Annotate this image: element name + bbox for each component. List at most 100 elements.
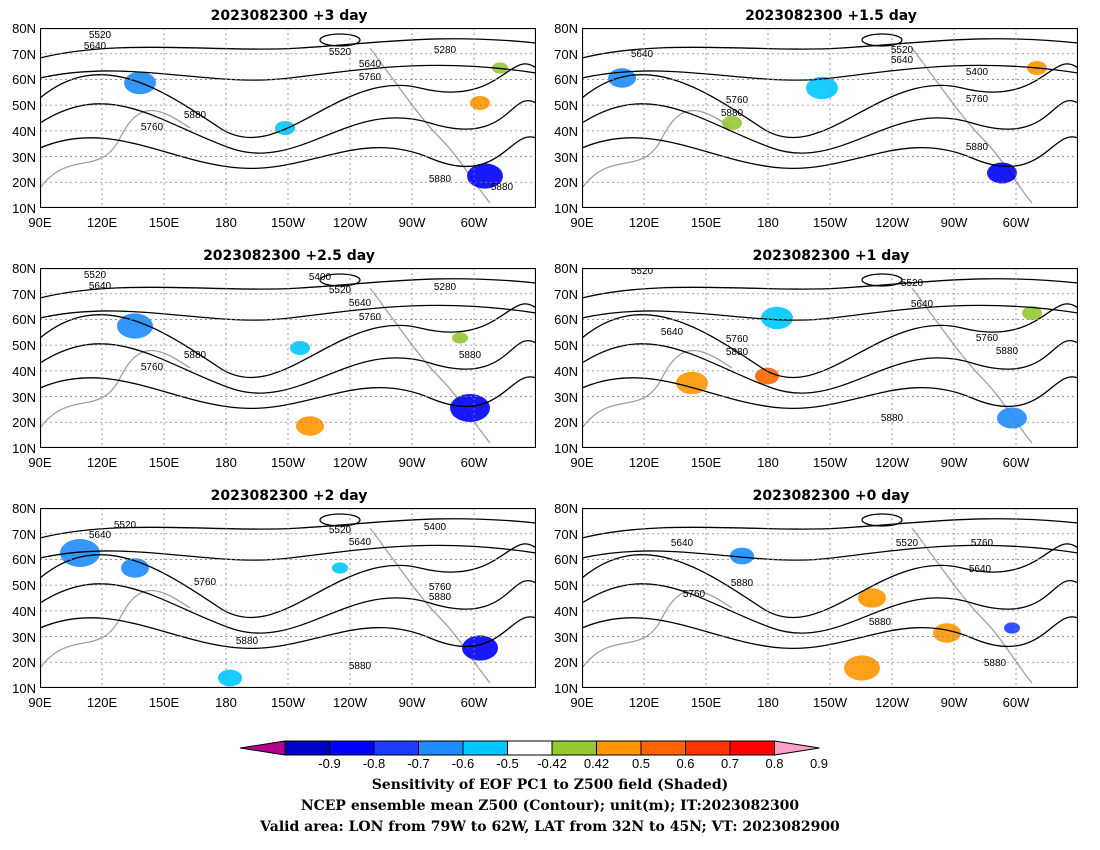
contour-label: 5520 (89, 30, 112, 41)
contour-label: 5640 (89, 281, 112, 292)
lat-label: 10N (12, 201, 36, 216)
contour-label: 5880 (184, 350, 207, 361)
map-panel-1: 2023082300 +3 day 5520 5640 5520 5640 5280 57… (0, 6, 538, 242)
z500-contour (582, 518, 1078, 539)
colorbar-box (685, 740, 731, 756)
map-frame (582, 268, 1078, 448)
lat-label: 10N (554, 681, 578, 696)
contour-label: 5640 (89, 530, 112, 541)
lat-label: 20N (12, 655, 36, 671)
lat-label: 50N (12, 578, 36, 594)
contour-label: 5520 (329, 525, 352, 536)
lat-label: 80N (554, 501, 578, 516)
lat-label: 30N (12, 629, 36, 645)
contour-label: 5880 (429, 592, 452, 603)
map-svg: 5640 5520 5760 5640 5760 5880 5880 5880 (582, 508, 1078, 688)
z500-contour (582, 543, 1078, 619)
panel-title: 2023082300 +0 day (752, 488, 910, 504)
lon-label: 60W (1002, 695, 1030, 710)
lon-label: 90W (398, 695, 426, 710)
contour-label: 5760 (359, 72, 382, 83)
colorbar-label: -0.9 (318, 756, 341, 771)
lat-label: 20N (554, 655, 578, 671)
sensitivity-shading (275, 121, 295, 135)
z500-contour (861, 273, 903, 287)
panel-title: 2023082300 +1 day (752, 248, 910, 264)
lon-label: 90E (570, 695, 594, 710)
lon-label: 180 (757, 215, 779, 230)
sensitivity-shading (1004, 622, 1020, 634)
sensitivity-shading (218, 669, 242, 687)
contour-label: 5880 (996, 346, 1019, 357)
lat-label: 60N (12, 552, 36, 568)
colorbar-box (729, 740, 775, 756)
lat-label: 20N (12, 415, 36, 431)
lat-label: 70N (554, 526, 578, 542)
sensitivity-shading (755, 367, 779, 385)
colorbar-label: -0.42 (537, 756, 567, 771)
contour-label: 5880 (726, 347, 749, 358)
z500-contour (582, 100, 1078, 154)
lat-label: 20N (554, 415, 578, 431)
contour-label: 5640 (84, 41, 107, 52)
z500-contour (582, 303, 1078, 379)
z500-contour (582, 544, 1078, 561)
contour-label: 5640 (349, 298, 372, 309)
map-area: 5640 5520 5520 5640 5400 5760 5760 5880 5880 5880 (40, 508, 536, 688)
colorbar-label: -0.7 (407, 756, 430, 771)
coastline (911, 47, 1033, 204)
map-panel-3: 2023082300 +2.5 day 5520 5640 5400 5520 5280… (0, 246, 538, 482)
panel-title: 2023082300 +1.5 day (745, 8, 917, 24)
colorbar-label: 0.5 (631, 756, 651, 771)
contour-label: 5640 (661, 327, 684, 338)
map-panel-6: 2023082300 +0 day 5640 5520 5760 5640 5760 58… (542, 486, 1080, 722)
lat-label: 60N (554, 312, 578, 328)
lat-label: 30N (554, 389, 578, 405)
lon-label: 60W (460, 695, 488, 710)
contour-label: 5760 (359, 312, 382, 323)
lat-label: 30N (12, 149, 36, 165)
sensitivity-shading (296, 416, 324, 436)
lat-label: 80N (554, 261, 578, 276)
z500-contour (40, 518, 536, 539)
colorbar-box (462, 740, 508, 756)
sensitivity-shading (676, 371, 708, 395)
sensitivity-shading (987, 162, 1017, 184)
sensitivity-shading (997, 407, 1027, 429)
contour-label: 5520 (896, 538, 919, 549)
z500-contour (582, 38, 1078, 59)
lat-label: 10N (12, 681, 36, 696)
map-panel-4: 2023082300 +1 day 5520 5520 5640 5640 5760 58… (542, 246, 1080, 482)
contour-label: 5640 (969, 564, 992, 575)
lat-label: 30N (554, 629, 578, 645)
contour-label: 5880 (491, 182, 514, 193)
sensitivity-shading (722, 116, 742, 130)
colorbar-arrow-right (774, 740, 820, 756)
contour-label: 5400 (424, 522, 447, 533)
lon-label: 120E (86, 215, 118, 230)
lon-label: 60W (1002, 455, 1030, 470)
map-panel-5: 2023082300 +2 day 5640 5520 5520 5640 5400 57… (0, 486, 538, 722)
colorbar-label: 0.6 (676, 756, 695, 771)
colorbar-arrow-left (240, 740, 286, 756)
z500-contour (40, 340, 536, 394)
lat-label: 50N (12, 98, 36, 114)
lon-label: 150W (813, 455, 847, 470)
lon-label: 120W (333, 455, 367, 470)
lon-label: 120W (333, 215, 367, 230)
lon-label: 150E (690, 455, 722, 470)
map-area: 5640 5520 5640 5400 5760 5880 5760 5880 (582, 28, 1078, 208)
colorbar-box (640, 740, 686, 756)
sensitivity-shading (470, 96, 490, 110)
lat-label: 20N (12, 175, 36, 191)
lat-label: 40N (12, 123, 36, 139)
z500-contour (40, 544, 536, 561)
lon-label: 90W (398, 455, 426, 470)
z500-contour (40, 100, 536, 154)
lon-label: 120W (875, 455, 909, 470)
contour-label: 5760 (141, 362, 164, 373)
contour-label: 5880 (966, 142, 989, 153)
contour-label: 5520 (329, 285, 352, 296)
sensitivity-shading (858, 588, 886, 608)
